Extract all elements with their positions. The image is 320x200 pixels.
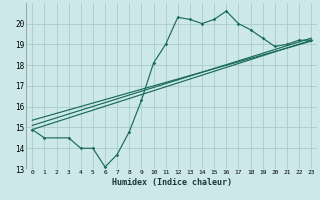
X-axis label: Humidex (Indice chaleur): Humidex (Indice chaleur) [112, 178, 232, 187]
